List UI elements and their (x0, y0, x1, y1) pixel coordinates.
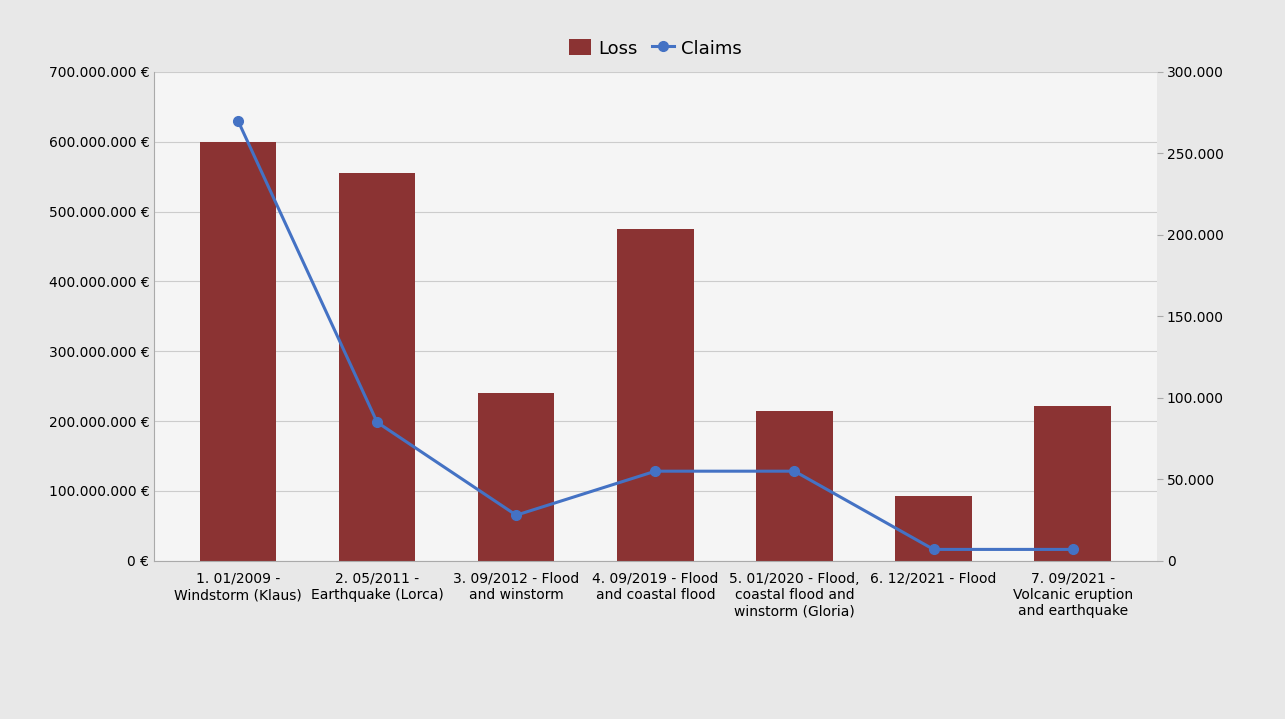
Bar (339, 173, 415, 561)
Bar (756, 411, 833, 561)
Claims (648, 467, 663, 475)
Legend: Loss, Claims: Loss, Claims (562, 32, 749, 65)
Claims (926, 545, 942, 554)
Bar (1034, 406, 1112, 561)
Bar (199, 142, 276, 561)
Claims (509, 511, 524, 520)
Bar (617, 229, 694, 561)
Bar (896, 496, 971, 561)
Claims (1065, 545, 1081, 554)
Bar (478, 393, 555, 561)
Line: Claims: Claims (233, 116, 1078, 554)
Claims (786, 467, 802, 475)
Claims (230, 116, 245, 125)
Claims (369, 418, 384, 426)
